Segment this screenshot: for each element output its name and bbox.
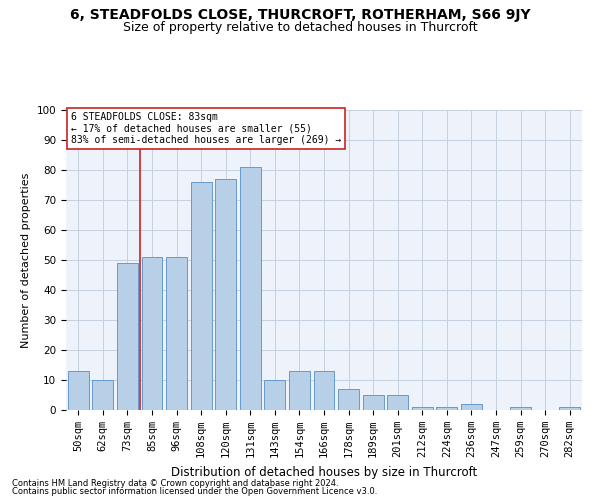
Y-axis label: Number of detached properties: Number of detached properties [21, 172, 31, 348]
Bar [387, 395, 408, 410]
Bar [338, 389, 359, 410]
Bar [117, 263, 138, 410]
Bar [240, 167, 261, 410]
Bar [215, 179, 236, 410]
Text: 6, STEADFOLDS CLOSE, THURCROFT, ROTHERHAM, S66 9JY: 6, STEADFOLDS CLOSE, THURCROFT, ROTHERHA… [70, 8, 530, 22]
Bar [559, 407, 580, 410]
Bar [142, 257, 163, 410]
X-axis label: Distribution of detached houses by size in Thurcroft: Distribution of detached houses by size … [171, 466, 477, 478]
Bar [289, 371, 310, 410]
Bar [166, 257, 187, 410]
Bar [92, 380, 113, 410]
Bar [510, 407, 531, 410]
Bar [436, 407, 457, 410]
Text: Contains HM Land Registry data © Crown copyright and database right 2024.: Contains HM Land Registry data © Crown c… [12, 478, 338, 488]
Bar [68, 371, 89, 410]
Text: 6 STEADFOLDS CLOSE: 83sqm
← 17% of detached houses are smaller (55)
83% of semi-: 6 STEADFOLDS CLOSE: 83sqm ← 17% of detac… [71, 112, 341, 144]
Text: Size of property relative to detached houses in Thurcroft: Size of property relative to detached ho… [122, 21, 478, 34]
Bar [362, 395, 383, 410]
Bar [314, 371, 334, 410]
Bar [412, 407, 433, 410]
Bar [461, 404, 482, 410]
Text: Contains public sector information licensed under the Open Government Licence v3: Contains public sector information licen… [12, 487, 377, 496]
Bar [265, 380, 286, 410]
Bar [191, 182, 212, 410]
